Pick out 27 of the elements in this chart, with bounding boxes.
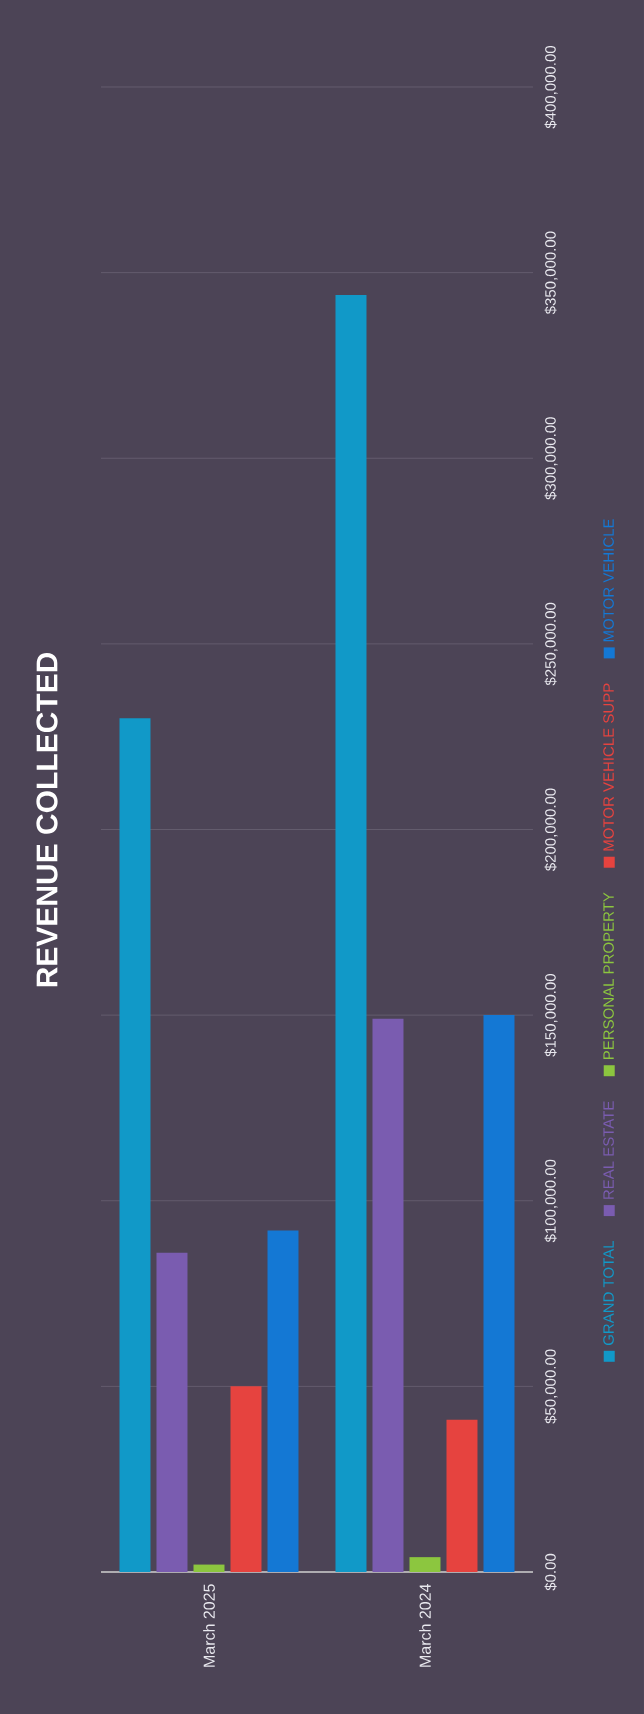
bar: [156, 1252, 188, 1572]
bar: [230, 1386, 262, 1572]
y-tick-label: $250,000.00: [544, 602, 558, 686]
y-tick-label: $0.00: [544, 1553, 557, 1591]
text: REVENUE COLLECTED: [36, 652, 58, 987]
bar: [335, 294, 367, 1572]
text: PERSONAL PROPERTY: [603, 892, 614, 1059]
bar: [446, 1419, 478, 1572]
x-tick-label: March 2024: [419, 1584, 431, 1667]
text: REAL ESTATE: [603, 1101, 614, 1199]
y-tick-label: $100,000.00: [544, 1159, 558, 1243]
bar: [267, 1230, 299, 1572]
bar: [372, 1018, 404, 1572]
y-tick-label: $300,000.00: [544, 417, 558, 500]
y-tick-label: $400,000.00: [544, 45, 558, 129]
bar: [119, 718, 151, 1572]
y-tick-label: $50,000.00: [544, 1349, 558, 1424]
x-tick-label: March 2025: [203, 1584, 215, 1667]
y-tick-label: $150,000.00: [544, 974, 558, 1057]
y-tick-label: $350,000.00: [544, 231, 558, 315]
y-tick-label: $200,000.00: [544, 788, 558, 872]
text: MOTOR VEHICLE SUPP: [603, 683, 614, 851]
bar: [483, 1015, 515, 1572]
bar: [193, 1564, 225, 1572]
text: GRAND TOTAL: [603, 1240, 614, 1346]
bar: [409, 1557, 441, 1572]
text: MOTOR VEHICLE: [603, 519, 614, 642]
